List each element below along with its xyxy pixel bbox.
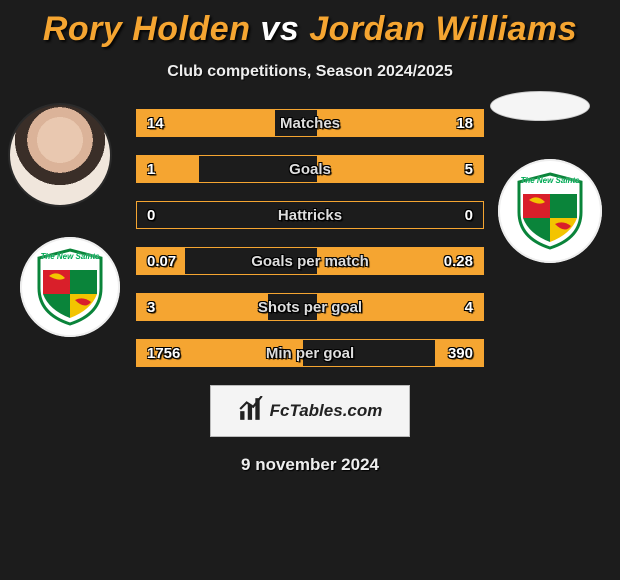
bar-fill-right <box>317 248 483 274</box>
stat-bar-row: 1756390Min per goal <box>136 339 484 367</box>
player1-avatar <box>8 103 112 207</box>
bar-fill-left <box>137 294 268 320</box>
vs-text: vs <box>260 10 299 48</box>
shield-icon: The New Saints <box>515 172 585 250</box>
subtitle: Club competitions, Season 2024/2025 <box>0 63 620 81</box>
stat-bars: 1418Matches 15Goals 00Hattricks 0.070.28Goa… <box>136 109 484 367</box>
stat-bar-row: 0.070.28Goals per match <box>136 247 484 275</box>
bar-fill-left <box>137 110 275 136</box>
bar-fill-left <box>137 156 199 182</box>
bar-fill-right <box>317 156 483 182</box>
comparison-panel: The New Saints The New Saints 1418Matche… <box>0 109 620 475</box>
player1-club-crest: The New Saints <box>20 237 120 337</box>
stat-bar-row: 00Hattricks <box>136 201 484 229</box>
shield-icon: The New Saints <box>35 248 105 326</box>
watermark: FcTables.com <box>210 385 410 437</box>
stat-bar-row: 34Shots per goal <box>136 293 484 321</box>
stat-bar-row: 1418Matches <box>136 109 484 137</box>
bar-fill-right <box>317 294 483 320</box>
chart-icon <box>238 396 264 427</box>
player2-club-crest: The New Saints <box>498 159 602 263</box>
bar-fill-right <box>317 110 483 136</box>
crest-label: The New Saints <box>515 176 585 185</box>
bar-fill-right <box>435 340 483 366</box>
watermark-text: FcTables.com <box>270 401 383 421</box>
player2-name: Jordan Williams <box>309 10 577 48</box>
comparison-title: Rory Holden vs Jordan Williams <box>0 0 620 49</box>
player2-avatar <box>490 91 590 121</box>
stat-bar-row: 15Goals <box>136 155 484 183</box>
bar-fill-left <box>137 340 303 366</box>
player1-name: Rory Holden <box>43 10 251 48</box>
bar-fill-left <box>137 248 185 274</box>
date-text: 9 november 2024 <box>0 455 620 475</box>
crest-label: The New Saints <box>35 252 105 261</box>
